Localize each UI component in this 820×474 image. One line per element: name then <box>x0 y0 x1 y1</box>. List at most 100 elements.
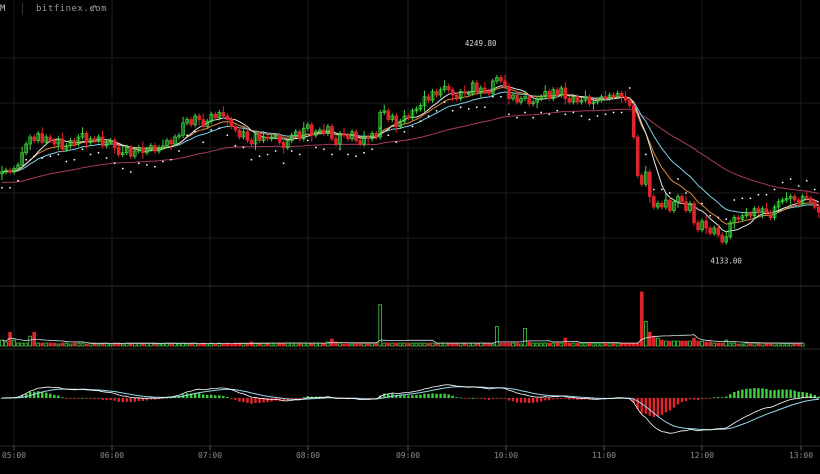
candle-body <box>213 113 218 119</box>
sar-dot <box>41 157 44 159</box>
candle-body <box>696 222 700 231</box>
sar-dot <box>121 167 124 170</box>
sar-dot <box>258 155 261 158</box>
volume-bar <box>362 342 366 347</box>
macd-histogram-bar <box>737 390 740 398</box>
volume-bar <box>229 343 234 347</box>
macd-histogram-bar <box>197 393 201 398</box>
macd-histogram-bar <box>519 398 523 403</box>
volume-bar <box>48 342 53 347</box>
candle-body <box>338 133 342 145</box>
candle-body <box>40 133 45 143</box>
volume-bar <box>12 339 16 347</box>
candle-body <box>322 129 326 134</box>
macd-histogram-bar <box>254 398 257 403</box>
sar-dot <box>572 111 575 114</box>
volume-bar <box>60 342 65 347</box>
candle-body <box>410 110 415 119</box>
sar-dot <box>49 155 52 158</box>
volume-bar <box>539 342 543 347</box>
macd-histogram-bar <box>387 393 390 398</box>
sar-dot <box>145 164 148 166</box>
candle-body <box>273 134 278 138</box>
macd-histogram-bar <box>282 398 285 402</box>
sar-dot <box>459 106 462 109</box>
macd-histogram-bar <box>749 388 752 398</box>
candle-body <box>631 105 636 138</box>
macd-histogram-bar <box>753 388 756 398</box>
macd-histogram-bar <box>419 394 422 398</box>
candle-body <box>32 136 37 141</box>
candle-body <box>555 89 560 96</box>
sar-dot <box>467 108 470 110</box>
macd-histogram-bar <box>37 391 40 398</box>
macd-histogram-bar <box>133 398 136 402</box>
volume-bar <box>410 342 415 347</box>
volume-bar <box>52 342 57 347</box>
candle-body <box>800 196 805 204</box>
candle-body <box>8 169 12 173</box>
volume-bar <box>209 342 214 347</box>
candle-body <box>382 110 387 113</box>
link-icon[interactable] <box>89 4 97 12</box>
macd-histogram-bar <box>717 397 720 398</box>
sar-dot <box>162 160 164 163</box>
candle-body <box>491 80 495 94</box>
volume-bar <box>120 343 125 347</box>
macd-histogram-bar <box>73 398 76 399</box>
sar-dot <box>540 111 543 114</box>
macd-histogram-bar <box>729 394 732 398</box>
sar-dot <box>709 214 712 217</box>
macd-histogram-bar <box>57 395 60 398</box>
candle-body <box>225 115 230 120</box>
volume-ma-line <box>1 334 803 344</box>
candle-body <box>201 119 205 127</box>
macd-histogram-bar <box>302 397 305 399</box>
candle-body <box>12 168 16 173</box>
macd-histogram-bar <box>692 398 696 400</box>
macd-histogram-bar <box>648 398 652 416</box>
macd-histogram-bar <box>700 398 704 399</box>
volume-bar <box>406 342 411 347</box>
candle-body <box>426 96 431 101</box>
macd-histogram-bar <box>161 398 165 399</box>
macd-histogram-bar <box>632 398 635 403</box>
macd-histogram-bar <box>793 390 796 398</box>
time-tick-label: 11:00 <box>592 451 616 460</box>
candle-body <box>615 92 620 98</box>
candle-body <box>189 119 193 126</box>
volume-bar <box>346 343 350 347</box>
macd-histogram-bar <box>218 395 221 398</box>
volume-bar <box>543 342 547 347</box>
volume-bar <box>326 341 330 347</box>
volume-bar <box>760 342 765 347</box>
volume-bar <box>430 342 435 347</box>
candle-body <box>639 175 644 185</box>
volume-bar <box>643 321 648 347</box>
volume-bar <box>720 342 725 347</box>
volume-bar <box>716 342 721 347</box>
candle-body <box>92 138 97 141</box>
candle-body <box>44 136 49 143</box>
sar-dot <box>395 141 398 144</box>
volume-bar <box>615 342 620 347</box>
candle-body <box>257 133 262 141</box>
volume-bar <box>366 342 370 347</box>
candle-body <box>563 87 568 99</box>
volume-bar <box>595 342 600 347</box>
volume-bar <box>24 342 28 347</box>
time-tick-label: 12:00 <box>690 451 714 460</box>
volume-bar <box>28 335 32 347</box>
volume-bar <box>225 342 230 347</box>
low-price-label: 4133.00 <box>710 256 742 265</box>
volume-bar <box>398 342 403 347</box>
candle-body <box>181 122 185 136</box>
sar-dot <box>644 153 647 156</box>
candle-body <box>398 120 403 127</box>
sar-dot <box>805 179 808 182</box>
candle-body <box>301 127 306 140</box>
candle-body <box>567 98 572 103</box>
candle-body <box>173 136 177 145</box>
